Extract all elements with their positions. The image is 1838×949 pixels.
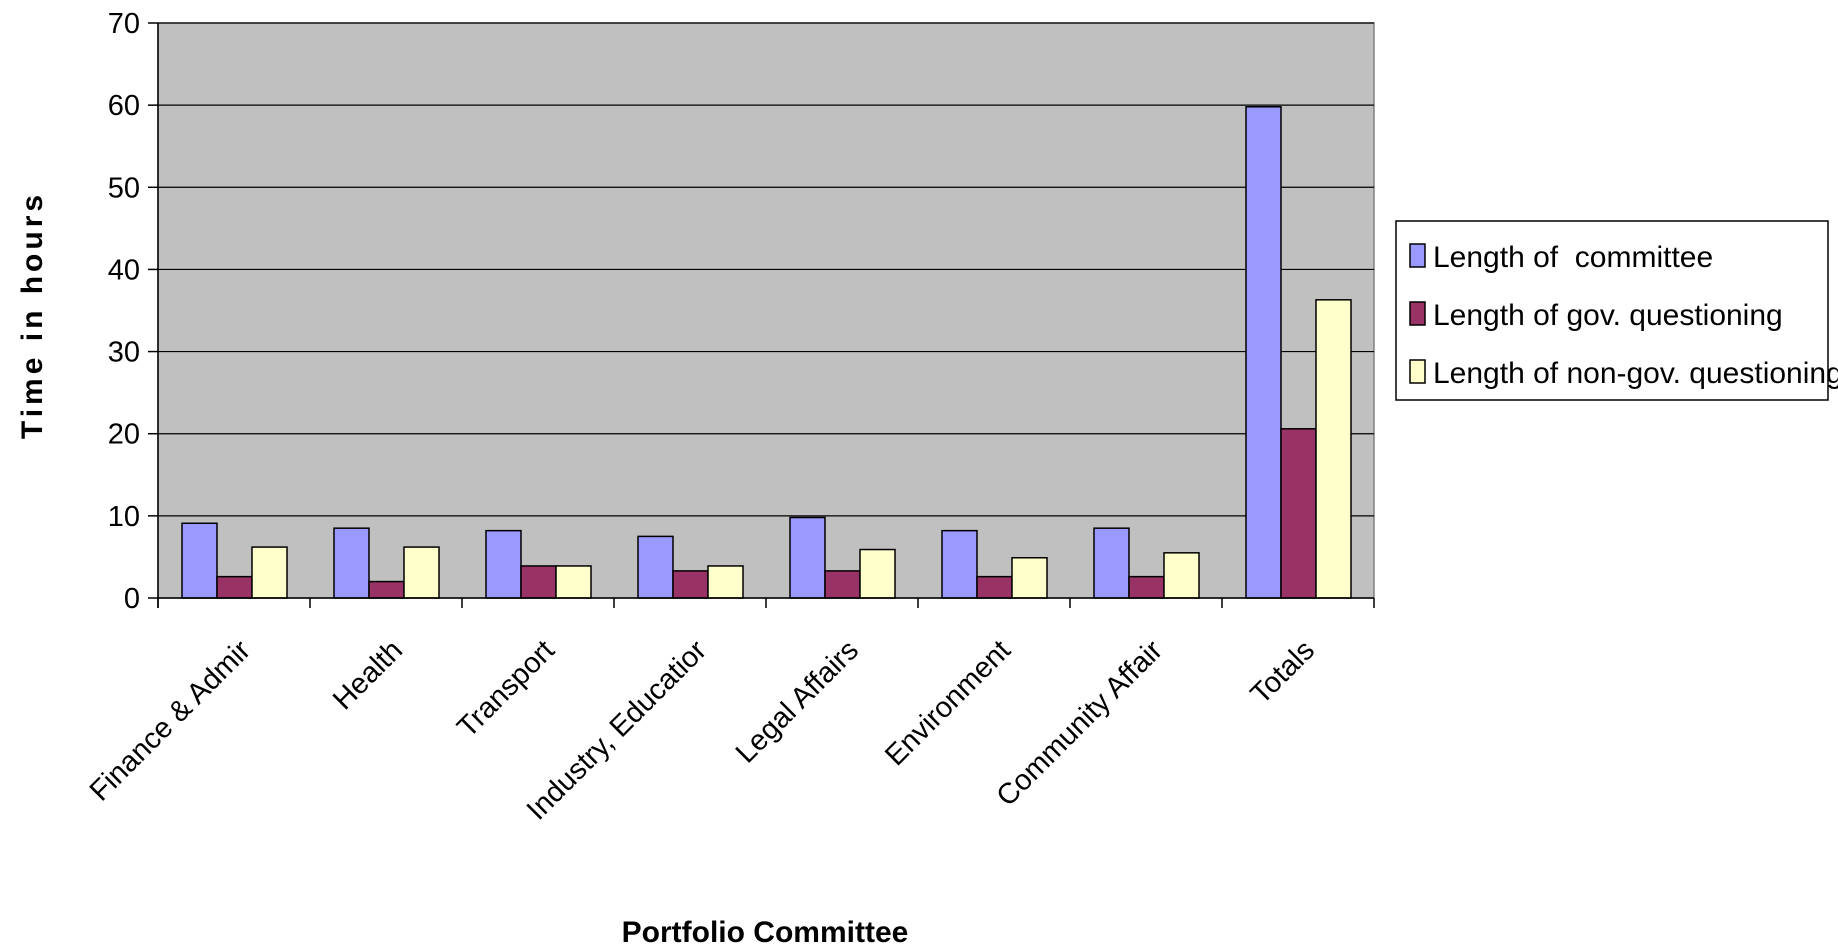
bar-1-7: [1093, 527, 1130, 599]
legend-label-1: Length of committee: [1433, 241, 1713, 274]
bar-1-1: [181, 522, 218, 599]
gridlines: [158, 22, 1374, 517]
legend-label-3: Length of non-gov. questioning: [1433, 357, 1838, 390]
legend-box: [1395, 220, 1829, 401]
bar-3-2: [403, 546, 440, 599]
category-labels: Finance & Admir Health TransportIndustry, …: [84, 634, 1321, 826]
y-tick-labels: 0 10 20 30 40 50 60 70: [108, 8, 140, 615]
y-tick-label: 30: [108, 337, 140, 369]
bar-3-6: [1011, 557, 1048, 599]
bar-3-4: [707, 565, 744, 599]
bar-1-2: [333, 527, 370, 599]
y-tick-label: 60: [108, 90, 140, 122]
bar-1-3: [485, 529, 522, 599]
category-label: Health: [327, 634, 409, 716]
bar-2-3: [520, 565, 557, 599]
y-tick-label: 40: [108, 254, 140, 286]
bar-3-7: [1163, 552, 1200, 599]
y-axis-title: Time in hours: [16, 191, 49, 439]
bar-2-1: [216, 575, 253, 599]
bar-2-5: [824, 570, 861, 599]
category-label: Transport: [451, 634, 561, 744]
bar-1-5: [789, 516, 826, 599]
bar-2-2: [368, 580, 405, 599]
legend-swatch-3: [1409, 359, 1426, 384]
legend-swatch-1: [1409, 243, 1426, 268]
y-tick-label: 50: [108, 172, 140, 204]
bar-2-7: [1128, 575, 1165, 599]
y-tick-label: 20: [108, 419, 140, 451]
legend: Length of committee Length of gov. questi…: [1395, 220, 1838, 401]
bar-2-6: [976, 575, 1013, 599]
legend-swatch-2: [1409, 301, 1426, 326]
bar-1-4: [637, 535, 674, 599]
y-tick-label: 0: [124, 583, 140, 615]
bar-2-4: [672, 570, 709, 599]
axes: [148, 22, 1375, 608]
legend-label-2: Length of gov. questioning: [1433, 299, 1783, 332]
plot-area: [157, 22, 1375, 599]
category-label: Totals: [1245, 634, 1321, 710]
category-label: Finance & Admir: [84, 634, 257, 807]
x-axis-title: Portfolio Committee: [622, 916, 909, 949]
bar-1-8: [1245, 106, 1282, 599]
bar-3-5: [859, 548, 896, 599]
category-label: Community Affair: [991, 634, 1170, 813]
category-label: Legal Affairs: [730, 634, 865, 769]
bar-3-8: [1315, 299, 1352, 599]
y-tick-label: 10: [108, 501, 140, 533]
y-tick-label: 70: [108, 8, 140, 40]
bar-3-3: [555, 565, 592, 599]
category-label: Environment: [879, 634, 1017, 772]
bar-2-8: [1280, 428, 1317, 599]
bar-3-1: [251, 546, 288, 599]
bar-1-6: [941, 529, 978, 599]
